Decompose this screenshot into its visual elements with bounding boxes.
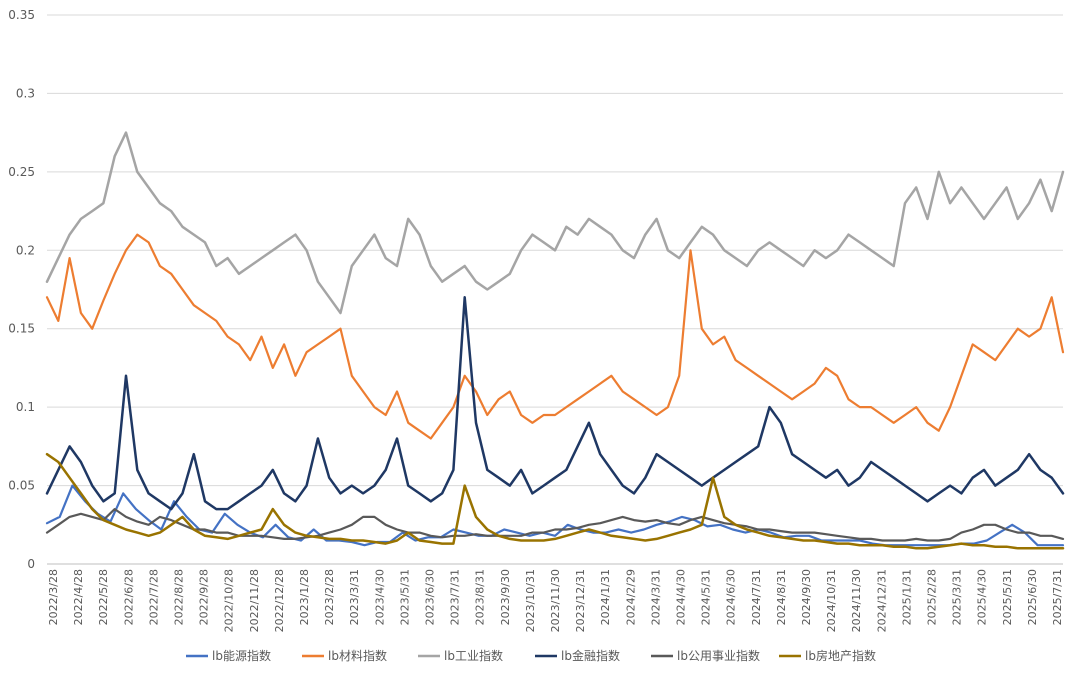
series-line-5 [45,508,1065,542]
x-tick-label: 2022/11/28 [248,569,261,632]
x-tick-label: 2024/3/31 [649,569,662,625]
x-tick-label: 2023/8/31 [474,569,487,625]
legend-label: lb能源指数 [212,648,271,663]
x-tick-label: 2022/4/28 [72,569,85,625]
series-line-3 [45,131,1065,315]
x-tick-label: 2025/4/30 [976,569,989,625]
y-tick-label: 0 [27,557,35,571]
legend-label: lb金融指数 [561,648,620,663]
x-tick-label: 2025/6/30 [1026,569,1039,625]
y-tick-label: 0.35 [8,8,35,22]
x-tick-label: 2024/10/31 [825,569,838,632]
y-tick-label: 0.05 [8,479,35,493]
x-tick-label: 2023/7/31 [449,569,462,625]
x-tick-label: 2023/3/31 [348,569,361,625]
x-tick-label: 2022/3/28 [47,569,60,625]
series-line-1 [45,484,1065,547]
x-tick-label: 2024/5/31 [700,569,713,625]
x-tick-label: 2022/7/28 [147,569,160,625]
y-tick-label: 0.15 [8,322,35,336]
x-tick-label: 2024/6/30 [725,569,738,625]
x-tick-label: 2025/3/31 [951,569,964,625]
x-tick-label: 2025/7/31 [1051,569,1064,625]
x-tick-label: 2024/7/31 [750,569,763,625]
legend: lb能源指数 lb材料指数 lb工业指数 lb金融指数 lb公用事业指数 lb房地产指数 [186,648,876,663]
x-tick-label: 2023/1/28 [298,569,311,625]
y-axis-ticks: 0 0.05 0.1 0.15 0.2 0.25 0.3 0.35 [8,8,35,571]
x-tick-label: 2022/9/28 [198,569,211,625]
x-tick-label: 2023/2/28 [323,569,336,625]
y-tick-label: 0.1 [16,400,35,414]
x-tick-label: 2023/11/30 [549,569,562,632]
x-tick-label: 2025/5/31 [1001,569,1014,625]
y-tick-label: 0.25 [8,165,35,179]
x-tick-label: 2022/12/28 [273,569,286,632]
legend-label: lb材料指数 [328,648,387,663]
y-tick-label: 0.3 [16,86,35,100]
y-tick-label: 0.2 [16,243,35,257]
x-tick-label: 2025/1/31 [900,569,913,625]
legend-label: lb房地产指数 [805,648,876,663]
x-tick-label: 2024/8/31 [775,569,788,625]
x-tick-label: 2022/6/28 [122,569,135,625]
legend-label: lb公用事业指数 [677,648,760,663]
x-tick-label: 2024/4/30 [675,569,688,625]
legend-label: lb工业指数 [444,648,503,663]
x-tick-label: 2024/12/31 [875,569,888,632]
x-tick-label: 2022/8/28 [173,569,186,625]
x-tick-label: 2023/9/30 [499,569,512,625]
series-lines [45,131,1065,550]
x-axis-ticks: 2022/3/28 2022/4/28 2022/5/28 2022/6/28 2022… [47,569,1064,632]
x-tick-label: 2023/6/30 [424,569,437,625]
x-tick-label: 2025/2/28 [926,569,939,625]
x-tick-label: 2024/1/31 [599,569,612,625]
x-tick-label: 2024/2/29 [624,569,637,625]
x-tick-label: 2023/4/30 [373,569,386,625]
x-tick-label: 2022/5/28 [97,569,110,625]
x-tick-label: 2023/10/31 [524,569,537,632]
x-tick-label: 2024/11/30 [850,569,863,632]
series-line-4 [45,296,1065,511]
x-tick-label: 2022/10/28 [223,569,236,632]
x-tick-label: 2023/12/31 [574,569,587,632]
series-line-2 [45,233,1065,440]
x-tick-label: 2024/9/30 [800,569,813,625]
x-tick-label: 2023/5/31 [398,569,411,625]
series-line-6 [45,452,1065,550]
